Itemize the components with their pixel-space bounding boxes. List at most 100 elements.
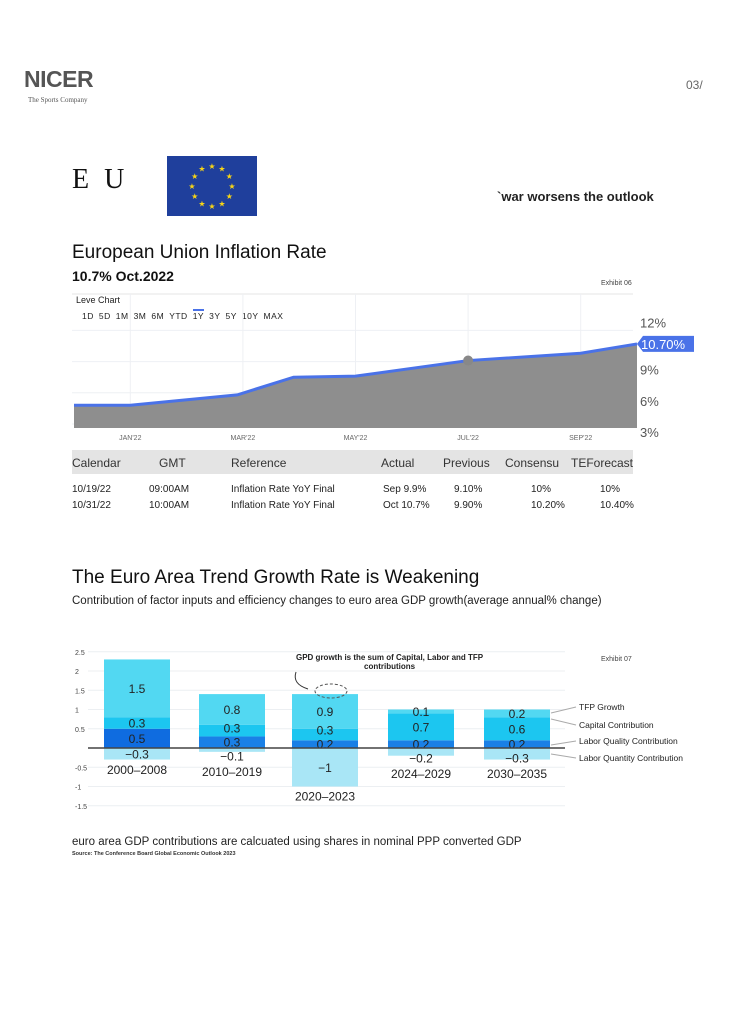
data-label: 0.7: [413, 720, 430, 734]
table-cell: 09:00AM: [149, 484, 190, 495]
table-cell: Sep 9.9%: [383, 484, 427, 495]
data-label: 0.1: [413, 705, 430, 719]
star-icon: ★: [226, 172, 233, 181]
table-cell: 9.10%: [454, 484, 483, 495]
ytick-label: 12%: [640, 315, 666, 330]
bar-segment: [484, 740, 550, 748]
ytick-label: 2.5: [75, 650, 85, 657]
column-header: Calendar: [72, 456, 121, 470]
bar-segment: [104, 748, 170, 760]
bar-segment: [292, 728, 358, 741]
bar-segment: [199, 736, 265, 748]
table-cell: 10:00AM: [149, 500, 190, 511]
star-icon: ★: [208, 202, 215, 211]
data-label: −0.3: [125, 747, 149, 761]
star-icon: ★: [228, 182, 235, 191]
hover-marker: [463, 355, 474, 366]
data-label: 0.3: [224, 736, 241, 750]
legend-label: TFP Growth: [579, 702, 625, 712]
inflation-title: European Union Inflation Rate: [72, 242, 327, 263]
table-cell: Oct 10.7%: [383, 500, 430, 511]
bar-segment: [388, 709, 454, 714]
star-icon: ★: [188, 182, 195, 191]
data-label: −0.1: [220, 750, 244, 764]
range-max[interactable]: MAX: [263, 311, 284, 321]
logo: NICER: [24, 66, 94, 92]
star-icon: ★: [226, 192, 233, 201]
column-header: Previous: [443, 456, 490, 470]
bar-segment: [104, 717, 170, 729]
bar-segment: [199, 748, 265, 752]
range-1y[interactable]: 1Y: [192, 309, 205, 321]
chart-label: Leve Chart: [76, 295, 121, 305]
range-5d[interactable]: 5D: [98, 311, 111, 321]
xtick-label: JAN'22: [119, 435, 141, 442]
table-cell: 9.90%: [454, 500, 483, 511]
category-label: 2020–2023: [295, 790, 355, 804]
table-cell: 10.20%: [531, 500, 565, 511]
xtick-label: MAR'22: [231, 435, 256, 442]
ytick-label: 3%: [640, 425, 659, 440]
bar-segment: [292, 748, 358, 787]
tagline: `war worsens the outlook: [497, 189, 654, 204]
bar-segment: [484, 717, 550, 741]
legend-label: Labor Quantity Contribution: [579, 753, 683, 763]
range-3y[interactable]: 3Y: [209, 311, 221, 321]
data-label: −1: [318, 761, 332, 775]
table-cell: 10%: [600, 484, 621, 495]
growth-subtitle: Contribution of factor inputs and effici…: [72, 595, 602, 607]
last-value-label: 10.70%: [641, 337, 686, 352]
region-name: E U: [72, 164, 129, 195]
star-icon: ★: [191, 172, 198, 181]
footnote: euro area GDP contributions are calcuate…: [72, 836, 522, 848]
column-header: GMT: [159, 456, 186, 470]
range-ytd[interactable]: YTD: [169, 311, 188, 321]
bar-segment: [388, 740, 454, 748]
bar-segment: [104, 659, 170, 718]
area-fill: [74, 343, 637, 428]
ytick-label: -1.5: [75, 804, 87, 811]
bar-segment: [104, 728, 170, 748]
bar-segment: [388, 713, 454, 741]
column-header: Actual: [381, 456, 415, 470]
data-label: 1.5: [129, 682, 146, 696]
category-label: 2000–2008: [107, 763, 167, 777]
annotation-line-1: GPD growth is the sum of Capital, Labor …: [296, 653, 484, 662]
ytick-label: -1: [75, 785, 81, 792]
bar-segment: [388, 748, 454, 756]
table-cell: 10/19/22: [72, 484, 111, 495]
data-label: −0.2: [409, 752, 433, 766]
bar-segment: [292, 694, 358, 729]
column-header: Consensu: [505, 456, 560, 470]
ytick-label: 2: [75, 669, 79, 676]
data-label: 0.3: [317, 724, 334, 738]
bar-segment: [199, 724, 265, 737]
star-icon: ★: [191, 192, 198, 201]
table-cell: 10%: [531, 484, 552, 495]
range-5y[interactable]: 5Y: [225, 311, 237, 321]
range-10y[interactable]: 10Y: [241, 311, 259, 321]
range-1m[interactable]: 1M: [115, 311, 129, 321]
range-1d[interactable]: 1D: [82, 311, 94, 321]
bar-segment: [199, 694, 265, 725]
ytick-label: -0.5: [75, 765, 87, 772]
data-label: 0.9: [317, 705, 334, 719]
category-label: 2010–2019: [202, 765, 262, 779]
table-cell: 10.40%: [600, 500, 634, 511]
data-label: 0.6: [509, 722, 526, 736]
data-label: 0.3: [129, 716, 146, 730]
xtick-label: SEP'22: [569, 435, 592, 442]
range-6m[interactable]: 6M: [151, 311, 165, 321]
logo-tagline: The Sports Company: [28, 96, 88, 104]
legend-connector: [550, 718, 577, 726]
star-icon: ★: [218, 165, 225, 174]
annotation-arrow: [294, 671, 309, 690]
annotation-ellipse: [314, 683, 348, 699]
star-icon: ★: [218, 199, 225, 208]
range-3m[interactable]: 3M: [133, 311, 147, 321]
ytick-label: 9%: [640, 363, 659, 378]
data-label: 0.8: [224, 703, 241, 717]
growth-title: The Euro Area Trend Growth Rate is Weake…: [72, 567, 480, 588]
data-label: −0.3: [505, 752, 529, 766]
source: Source: The Conference Board Global Econ…: [72, 851, 236, 857]
